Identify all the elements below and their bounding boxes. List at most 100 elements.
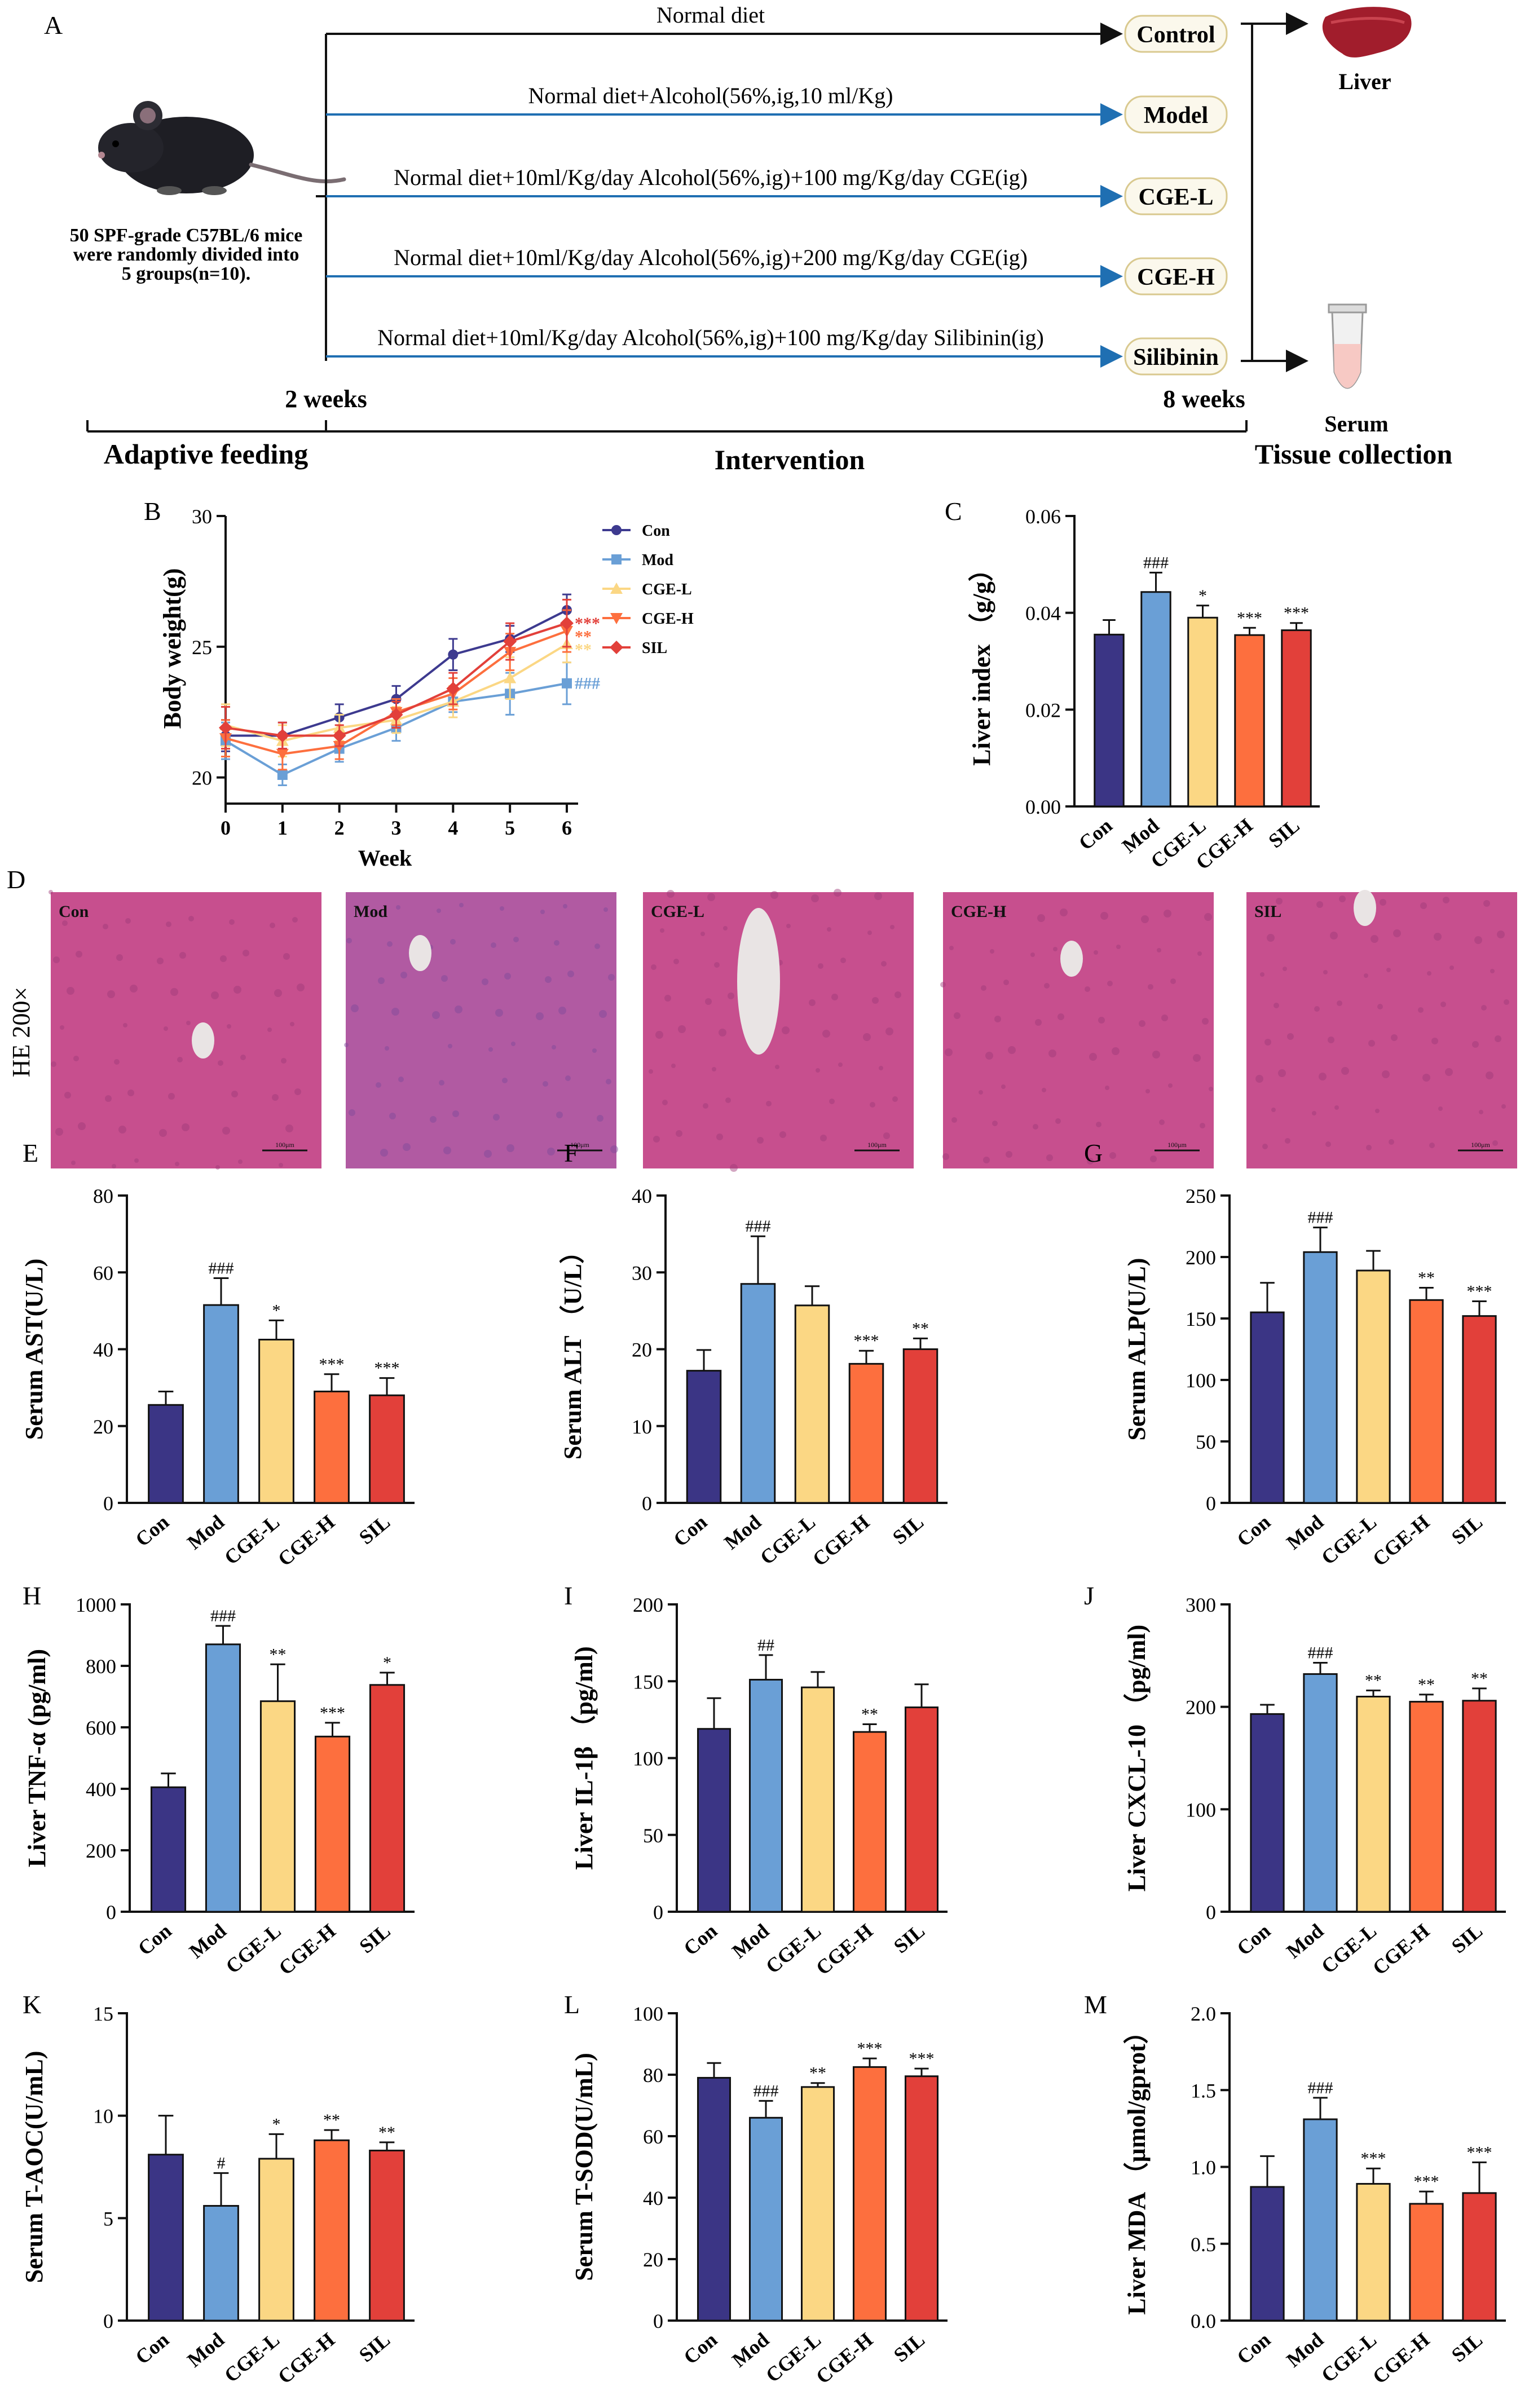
x-axis-label: Week bbox=[358, 845, 412, 871]
x-tick-label: CGE-L bbox=[756, 1510, 819, 1569]
design-condition-label: Normal diet+10ml/Kg/day Alcohol(56%,ig)+… bbox=[394, 245, 1028, 270]
bar-mod bbox=[203, 1304, 239, 1504]
bar-cge-h bbox=[1234, 634, 1265, 808]
group-label-cge-h: CGE-H bbox=[1137, 264, 1215, 290]
bar-sil bbox=[904, 1706, 939, 1913]
significance-label: ** bbox=[912, 1319, 929, 1338]
x-tick-label: CGE-H bbox=[1368, 1919, 1434, 1979]
phase-intervention: Intervention bbox=[715, 444, 865, 475]
phase-tissue-collection: Tissue collection bbox=[1255, 438, 1453, 470]
y-tick-label: 20 bbox=[643, 2248, 663, 2271]
significance-label: *** bbox=[374, 1359, 400, 1378]
y-axis-label: Liver CXCL-10 （pg/ml) bbox=[1123, 1625, 1151, 1891]
significance-label: ### bbox=[1308, 2079, 1333, 2097]
group-box-cge-h bbox=[1124, 257, 1228, 296]
significance-label: ### bbox=[210, 1607, 236, 1625]
x-tick-label: Mod bbox=[185, 1919, 231, 1962]
bar-cge-h bbox=[852, 1731, 887, 1913]
y-tick-label: 50 bbox=[643, 1824, 663, 1847]
significance-label: ### bbox=[575, 674, 600, 693]
x-tick-label: 3 bbox=[391, 817, 402, 839]
bar-mod bbox=[1303, 2118, 1338, 2322]
mice-description-line-3: 5 groups(n=10). bbox=[122, 263, 250, 284]
bar-cge-h bbox=[314, 1735, 351, 1913]
bar-mod bbox=[748, 2116, 783, 2322]
x-tick-label: Con bbox=[1074, 814, 1117, 854]
y-tick-label: 150 bbox=[633, 1670, 663, 1693]
significance-label: ** bbox=[1418, 1269, 1435, 1287]
legend-marker bbox=[610, 583, 623, 594]
x-tick-label: CGE-H bbox=[1368, 1510, 1434, 1571]
y-tick-label: 5 bbox=[103, 2207, 113, 2230]
panel-a-study-design: A 50 SPF-grade C57BL/6 mice were randoml… bbox=[44, 2, 1452, 475]
y-axis-label: Serum ALT （U/L） bbox=[559, 1239, 587, 1459]
he-image-mod: Mod 100μm bbox=[344, 892, 618, 1168]
panel-letter: B bbox=[144, 497, 161, 526]
bar-con bbox=[148, 2154, 184, 2322]
bar-con bbox=[1250, 1311, 1285, 1504]
legend-marker bbox=[610, 641, 623, 654]
significance-label: * bbox=[272, 2115, 281, 2133]
y-axis-label: Liver TNF-α (pg/ml) bbox=[23, 1649, 51, 1867]
bar-sil bbox=[1281, 629, 1312, 808]
series-sil bbox=[219, 598, 574, 750]
panel-letter-a: A bbox=[44, 11, 63, 39]
timeline: 2 weeks 8 weeks Adaptive feeding Interve… bbox=[86, 385, 1453, 475]
x-tick-label: SIL bbox=[355, 2328, 394, 2366]
design-condition-label: Normal diet+Alcohol(56%,ig,10 ml/Kg) bbox=[528, 83, 893, 108]
y-tick-label: 60 bbox=[93, 1262, 113, 1284]
x-tick-label: Con bbox=[1232, 1919, 1275, 1960]
scale-bar-label: 100μm bbox=[1167, 1141, 1187, 1149]
bar-sil bbox=[902, 1348, 938, 1504]
liver-icon bbox=[1322, 7, 1412, 58]
y-tick-label: 250 bbox=[1186, 1185, 1216, 1207]
significance-label: ### bbox=[1308, 1644, 1333, 1662]
significance-label: ** bbox=[1365, 1672, 1382, 1690]
y-axis-label: Serum T-SOD(U/mL) bbox=[570, 2053, 598, 2281]
bar-mod bbox=[1303, 1673, 1338, 1913]
significance-label: *** bbox=[1237, 608, 1262, 627]
x-tick-label: Con bbox=[1232, 1510, 1275, 1551]
x-tick-label: CGE-L bbox=[220, 2328, 284, 2387]
significance-label: ### bbox=[1308, 1209, 1333, 1227]
x-tick-label: Mod bbox=[1282, 2328, 1328, 2371]
design-condition-label: Normal diet bbox=[656, 2, 765, 28]
y-tick-label: 200 bbox=[1186, 1246, 1216, 1269]
significance-label: ### bbox=[1143, 553, 1169, 572]
y-tick-label: 10 bbox=[632, 1415, 652, 1438]
bar-cge-l bbox=[800, 2086, 835, 2322]
x-tick-label: SIL bbox=[355, 1919, 394, 1957]
significance-label: ** bbox=[861, 1705, 878, 1724]
panel-letter-d: D bbox=[7, 865, 25, 894]
y-tick-label: 80 bbox=[93, 1185, 113, 1207]
y-tick-label: 800 bbox=[86, 1655, 116, 1678]
x-tick-label: Mod bbox=[720, 1510, 765, 1554]
x-tick-label: 0 bbox=[221, 817, 231, 839]
panel-letter: F bbox=[564, 1139, 579, 1167]
y-tick-label: 300 bbox=[1186, 1594, 1216, 1616]
bar-cge-l bbox=[1356, 1269, 1391, 1504]
data-point bbox=[446, 682, 460, 695]
bar-sil bbox=[904, 2075, 939, 2322]
y-tick-label: 40 bbox=[632, 1185, 652, 1207]
y-tick-label: 200 bbox=[633, 1594, 663, 1616]
x-tick-label: CGE-L bbox=[1317, 2328, 1381, 2387]
significance-label: ### bbox=[746, 1217, 771, 1236]
x-tick-label: 1 bbox=[277, 817, 288, 839]
y-tick-label: 100 bbox=[633, 1748, 663, 1770]
y-axis-label: Liver MDA （μmol/gprot） bbox=[1123, 2019, 1151, 2314]
scale-bar-label: 100μm bbox=[1471, 1141, 1490, 1149]
liver-label: Liver bbox=[1338, 69, 1391, 94]
y-tick-label: 40 bbox=[643, 2187, 663, 2209]
group-label-model: Model bbox=[1144, 103, 1208, 129]
y-tick-label: 10 bbox=[93, 2105, 113, 2128]
bar-cge-h bbox=[852, 2066, 887, 2322]
chart-c: C 0.00 0.02 0.04 0.06 Liver index （g/g） Con ###… bbox=[945, 497, 1320, 874]
data-point bbox=[562, 678, 572, 689]
y-tick-label: 0.04 bbox=[1025, 602, 1061, 625]
x-tick-label: Con bbox=[679, 1919, 721, 1960]
y-axis-label: Liver IL-1β （pg/ml) bbox=[570, 1646, 598, 1869]
